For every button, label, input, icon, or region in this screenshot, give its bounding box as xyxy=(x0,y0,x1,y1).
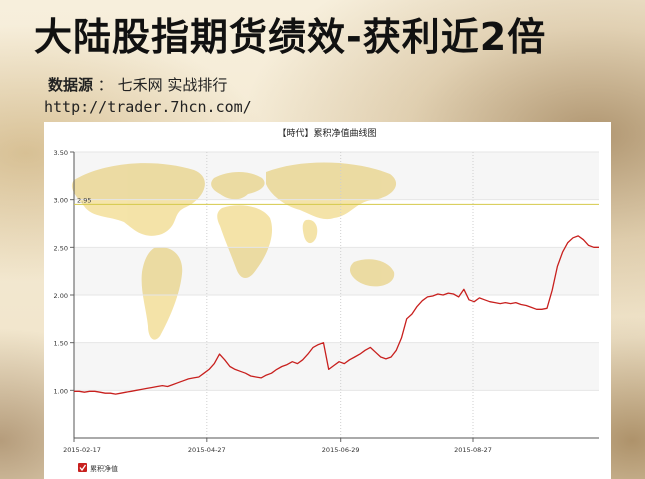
y-tick-label: 2.50 xyxy=(54,244,68,252)
chart-legend[interactable]: 累积净值 xyxy=(78,463,118,473)
chart-reference-line: 2.95 xyxy=(74,196,599,205)
chart-panel: 2.95 1.00 1.50 2.00 2.50 3.00 3.50 2015-02-17 2… xyxy=(44,122,611,479)
x-tick-label: 2015-08-27 xyxy=(454,446,492,454)
grid-band xyxy=(74,247,599,295)
y-tick-label: 3.50 xyxy=(54,149,68,157)
chart-grid-lines xyxy=(74,151,599,438)
chart-grid-bands xyxy=(74,152,599,390)
legend-label: 累积净值 xyxy=(90,464,118,473)
x-tick-label: 2015-04-27 xyxy=(188,446,226,454)
x-tick-label: 2015-06-29 xyxy=(322,446,360,454)
reference-line-label: 2.95 xyxy=(77,196,91,204)
data-source-separator: ： xyxy=(93,76,118,94)
x-tick-label: 2015-02-17 xyxy=(63,446,101,454)
data-source-line: 数据源 ： 七禾网 实战排行 xyxy=(48,74,227,95)
data-source-label: 数据源 xyxy=(48,76,94,94)
legend-check-icon xyxy=(79,464,87,472)
grid-band xyxy=(74,343,599,391)
chart-title: 【時代】累积净值曲线图 xyxy=(277,127,376,139)
y-tick-label: 3.00 xyxy=(54,197,68,205)
y-tick-label: 2.00 xyxy=(54,292,68,300)
series-line xyxy=(74,235,599,395)
grid-band xyxy=(74,152,599,200)
chart-axes xyxy=(70,151,599,442)
nav-line-chart: 2.95 1.00 1.50 2.00 2.50 3.00 3.50 2015-02-17 2… xyxy=(54,127,599,473)
slide-title: 大陆股指期货绩效-获利近2倍 xyxy=(34,15,547,59)
legend-checkbox[interactable] xyxy=(78,463,87,472)
chart-series xyxy=(74,235,599,395)
y-tick-label: 1.00 xyxy=(54,387,68,395)
chart-labels: 1.00 1.50 2.00 2.50 3.00 3.50 2015-02-17 2015-0… xyxy=(54,149,492,454)
source-url: http://trader.7hcn.com/ xyxy=(44,98,252,116)
y-tick-label: 1.50 xyxy=(54,340,68,348)
data-source-text: 七禾网 实战排行 xyxy=(117,76,228,94)
